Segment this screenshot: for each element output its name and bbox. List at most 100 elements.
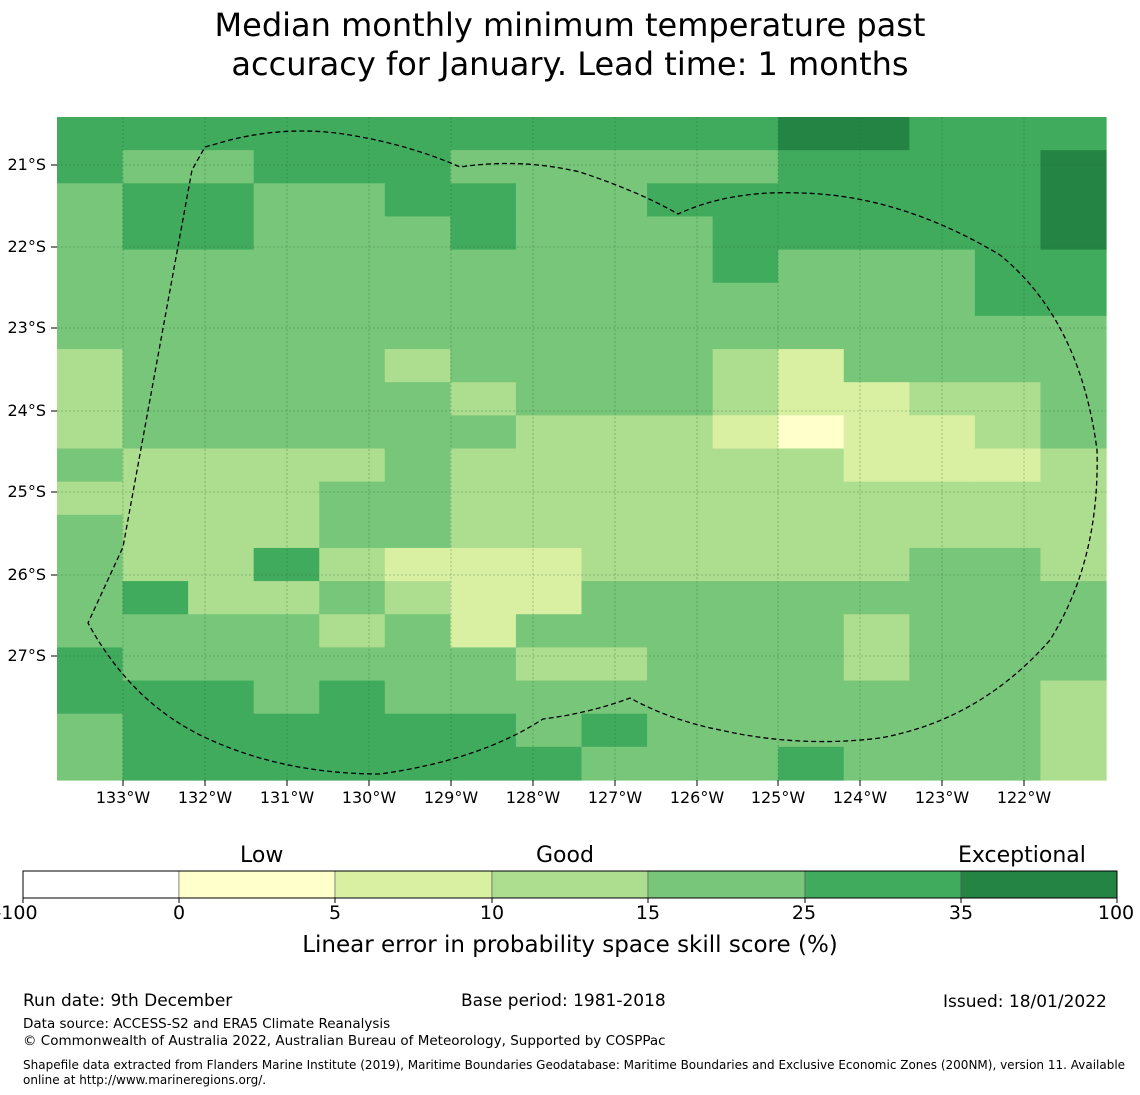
heatmap-cell: [515, 150, 583, 184]
heatmap-cell: [57, 315, 124, 350]
lon-label: 125°W: [750, 788, 806, 807]
heatmap-cell: [974, 514, 1042, 549]
colorbar-title: Linear error in probability space skill …: [302, 932, 838, 958]
heatmap-cell: [909, 647, 976, 682]
heatmap-cell: [188, 481, 255, 516]
heatmap-cell: [319, 415, 386, 450]
heatmap-cell: [515, 415, 583, 450]
colorbar: [22, 870, 1118, 903]
heatmap-cell: [843, 349, 910, 383]
heatmap-cell: [122, 614, 189, 648]
shapefile-credit: Shapefile data extracted from Flanders M…: [23, 1058, 1126, 1087]
heatmap-cell: [1040, 514, 1107, 549]
heatmap-cell: [712, 415, 779, 450]
heatmap-cell: [974, 117, 1042, 151]
colorbar-tick-label: 35: [948, 902, 974, 924]
heatmap-cell: [253, 647, 320, 682]
heatmap-cell: [384, 547, 451, 582]
heatmap-cell: [778, 415, 845, 450]
heatmap-cell: [1040, 547, 1107, 582]
lon-label: 123°W: [914, 788, 970, 807]
heatmap-cell: [712, 581, 779, 615]
run-date: Run date: 9th December: [23, 991, 233, 1011]
heatmap-cell: [647, 680, 714, 715]
lat-label: 27°S: [7, 646, 46, 665]
lon-label: 129°W: [423, 788, 479, 807]
colorbar-segment: [647, 870, 806, 899]
heatmap-cell: [450, 746, 517, 781]
heatmap-cell: [188, 216, 255, 251]
heatmap-cell: [384, 614, 451, 648]
heatmap-cell: [384, 481, 451, 516]
heatmap-cell: [581, 183, 648, 218]
heatmap-cell: [581, 514, 648, 549]
heatmap-cell: [515, 349, 583, 383]
heatmap-cell: [974, 415, 1042, 450]
heatmap-cell: [253, 150, 320, 184]
heatmap-cells: [57, 117, 1107, 781]
heatmap-cell: [122, 680, 189, 715]
heatmap-cell: [188, 382, 255, 416]
heatmap-cell: [581, 746, 648, 781]
lat-label: 23°S: [7, 318, 46, 337]
heatmap-cell: [515, 183, 583, 218]
heatmap-cell: [450, 514, 517, 549]
heatmap-cell: [515, 547, 583, 582]
heatmap-cell: [581, 647, 648, 682]
heatmap-cell: [57, 713, 124, 748]
heatmap-cell: [450, 382, 517, 416]
heatmap-cell: [778, 382, 845, 416]
heatmap-cell: [778, 349, 845, 383]
heatmap-cell: [909, 183, 976, 218]
heatmap-cell: [974, 680, 1042, 715]
heatmap-cell: [843, 713, 910, 748]
heatmap-cell: [122, 249, 189, 284]
colorbar-segment: [491, 870, 649, 899]
heatmap-cell: [778, 150, 845, 184]
lat-label: 21°S: [7, 155, 46, 174]
heatmap-cell: [1040, 249, 1107, 284]
map-title-line-1: Median monthly minimum temperature past: [214, 6, 926, 44]
heatmap-cell: [319, 713, 386, 748]
heatmap-cell: [974, 349, 1042, 383]
heatmap-cell: [57, 249, 124, 284]
heatmap-cell: [122, 581, 189, 615]
colorbar-tick-label: 0: [172, 902, 186, 924]
heatmap-cell: [843, 680, 910, 715]
issued-date: Issued: 18/01/2022: [943, 992, 1107, 1012]
heatmap-cell: [57, 216, 124, 251]
heatmap-cell: [384, 680, 451, 715]
colorbar-tick-label: 5: [328, 902, 342, 924]
colorbar-tick-label: 100: [1097, 902, 1135, 924]
heatmap-cell: [450, 614, 517, 648]
heatmap-cell: [647, 150, 714, 184]
heatmap-cell: [319, 315, 386, 350]
heatmap-cell: [384, 647, 451, 682]
heatmap-cell: [122, 315, 189, 350]
heatmap-cell: [319, 216, 386, 251]
heatmap-cell: [778, 282, 845, 317]
lat-label: 24°S: [7, 401, 46, 420]
heatmap-cell: [843, 216, 910, 251]
lon-label: 133°W: [95, 788, 151, 807]
heatmap-cell: [515, 382, 583, 416]
heatmap-cell: [1040, 282, 1107, 317]
heatmap-cell: [1040, 216, 1107, 251]
heatmap-cell: [253, 680, 320, 715]
heatmap-cell: [909, 282, 976, 317]
heatmap-cell: [647, 614, 714, 648]
heatmap-cell: [450, 448, 517, 483]
heatmap-cell: [712, 713, 779, 748]
heatmap-cell: [843, 117, 910, 151]
heatmap-cell: [647, 514, 714, 549]
heatmap-cell: [188, 680, 255, 715]
heatmap-cell: [450, 415, 517, 450]
heatmap-cell: [253, 581, 320, 615]
heatmap-cell: [1040, 448, 1107, 483]
heatmap-cell: [778, 547, 845, 582]
heatmap-cell: [515, 713, 583, 748]
heatmap-cell: [909, 448, 976, 483]
heatmap-cell: [581, 349, 648, 383]
heatmap-cell: [450, 481, 517, 516]
heatmap-cell: [647, 448, 714, 483]
